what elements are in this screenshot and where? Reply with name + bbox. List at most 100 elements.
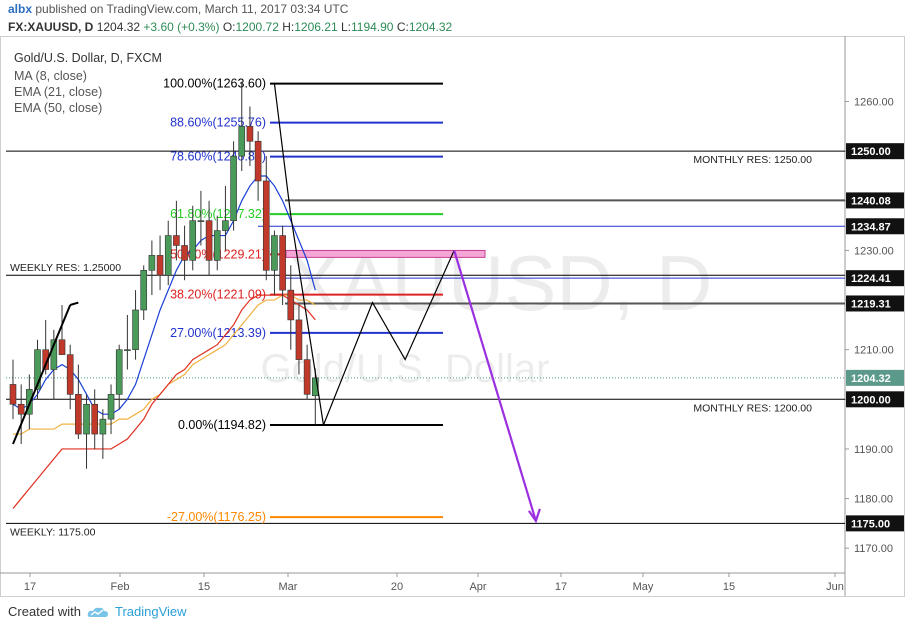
price-tag-box xyxy=(846,391,904,408)
candle-body xyxy=(164,235,172,276)
price-tag-label: 1175.00 xyxy=(851,518,890,530)
candle-body xyxy=(17,403,25,415)
tradingview-brand[interactable]: TradingView xyxy=(114,604,187,619)
candle-body xyxy=(230,155,237,221)
x-tick-label: 15 xyxy=(198,581,210,593)
ema21-line xyxy=(12,294,316,509)
open-value: 1200.72 xyxy=(235,20,279,34)
last-price-tag: 1204.32 xyxy=(851,373,891,385)
x-tick-label: Mar xyxy=(279,581,298,593)
x-tick-label: Jun xyxy=(826,581,844,593)
projection-arrow-line xyxy=(453,250,537,522)
supply-zone-box xyxy=(285,249,486,258)
level-label: WEEKLY: 1175.00 xyxy=(10,526,96,538)
x-tick-label: 17 xyxy=(24,581,36,593)
symbol-label: FX:XAUUSD, D xyxy=(8,20,94,34)
projection-path xyxy=(322,250,455,426)
y-tick-label: 1170.00 xyxy=(854,543,893,555)
price-tag-label: 1219.31 xyxy=(851,298,891,310)
published-text: published on TradingView.com, March 11, … xyxy=(35,2,349,16)
legend-item: EMA (50, close) xyxy=(14,101,102,115)
price-tag-box xyxy=(846,270,904,287)
swing-line xyxy=(273,83,325,426)
x-tick-label: Feb xyxy=(111,581,130,593)
candle-body xyxy=(303,359,311,395)
price-change: +3.60 (+0.3%) xyxy=(143,20,220,34)
y-tick-label: 1180.00 xyxy=(854,494,893,506)
candle-body xyxy=(262,180,270,271)
publish-info: albx published on TradingView.com, March… xyxy=(8,2,348,16)
candle-body xyxy=(124,349,131,351)
footer: Created with TradingView xyxy=(8,604,187,619)
legend-item: MA (8, close) xyxy=(14,69,87,83)
candle-body xyxy=(246,126,254,142)
candle-body xyxy=(311,377,319,397)
candle-body xyxy=(66,354,74,395)
candle-body xyxy=(58,339,66,355)
candle-body xyxy=(115,349,123,395)
candle-body xyxy=(148,255,156,271)
candle-body xyxy=(295,319,303,360)
level-label: MONTHLY RES: 1200.00 xyxy=(693,402,812,414)
y-tick-label: 1260.00 xyxy=(854,97,894,109)
y-tick-label: 1210.00 xyxy=(854,345,894,357)
fib-label: 38.20%(1221.09) xyxy=(170,288,266,302)
fib-label: 27.00%(1213.39) xyxy=(170,326,266,340)
candle-body xyxy=(222,220,229,231)
price-tag-label: 1224.41 xyxy=(851,273,891,285)
candle-body xyxy=(75,394,82,435)
x-tick-label: 15 xyxy=(723,581,735,593)
candle-body xyxy=(279,235,286,291)
candle-body xyxy=(205,220,213,261)
price-tag-box xyxy=(846,143,904,160)
candle-body xyxy=(271,235,278,271)
fib-label: -27.00%(1176.25) xyxy=(167,510,266,524)
price-tag-box xyxy=(846,295,904,312)
x-tick-label: 17 xyxy=(555,581,567,593)
candle-body xyxy=(197,220,205,222)
x-tick-label: 20 xyxy=(391,581,403,593)
fib-label: 78.60%(1248.89) xyxy=(170,150,266,164)
tradingview-cloud-icon xyxy=(87,607,108,617)
price-tag-box xyxy=(846,515,904,532)
ma8-line xyxy=(12,175,316,415)
candle-body xyxy=(9,384,17,405)
price-tag-label: 1240.08 xyxy=(851,195,891,207)
candle-body xyxy=(99,418,107,435)
candle-body xyxy=(189,220,197,261)
candle-body xyxy=(181,245,188,261)
candle-body xyxy=(91,403,98,435)
fib-label: 61.80%(1237.32) xyxy=(170,207,266,221)
last-price: 1204.32 xyxy=(96,20,141,34)
legend-title: Gold/U.S. Dollar, D, FXCM xyxy=(14,51,162,65)
candle-body xyxy=(34,349,41,390)
price-tag-label: 1234.87 xyxy=(851,221,891,233)
close-value: 1204.32 xyxy=(408,20,453,34)
price-tag-label: 1250.00 xyxy=(851,146,891,158)
candle-body xyxy=(213,230,221,261)
level-label: MONTHLY RES: 1250.00 xyxy=(693,154,812,166)
author-name[interactable]: albx xyxy=(8,2,33,16)
price-tag-box xyxy=(846,192,904,209)
low-value: 1194.90 xyxy=(350,20,394,34)
candle-body xyxy=(107,394,115,420)
candle-body xyxy=(50,339,58,370)
x-tick-label: Apr xyxy=(469,581,486,593)
level-label: WEEKLY RES: 1.25000 xyxy=(10,262,121,274)
trend-line xyxy=(69,301,79,306)
legend-item: EMA (21, close) xyxy=(14,85,102,99)
candle-body xyxy=(238,126,246,157)
x-tick-label: May xyxy=(633,581,654,593)
fib-label: 100.00%(1263.60) xyxy=(163,77,266,91)
candle-body xyxy=(140,269,148,311)
candle-body xyxy=(287,289,295,321)
projection-arrow-head xyxy=(527,508,541,524)
candle-body xyxy=(83,403,90,435)
candle-body xyxy=(156,255,164,276)
candle-body xyxy=(173,235,180,246)
price-tag-box xyxy=(846,218,904,235)
ohlc-readout: FX:XAUUSD, D 1204.32 +3.60 (+0.3%) O:120… xyxy=(8,20,453,34)
last-price-tag-box xyxy=(846,369,904,386)
